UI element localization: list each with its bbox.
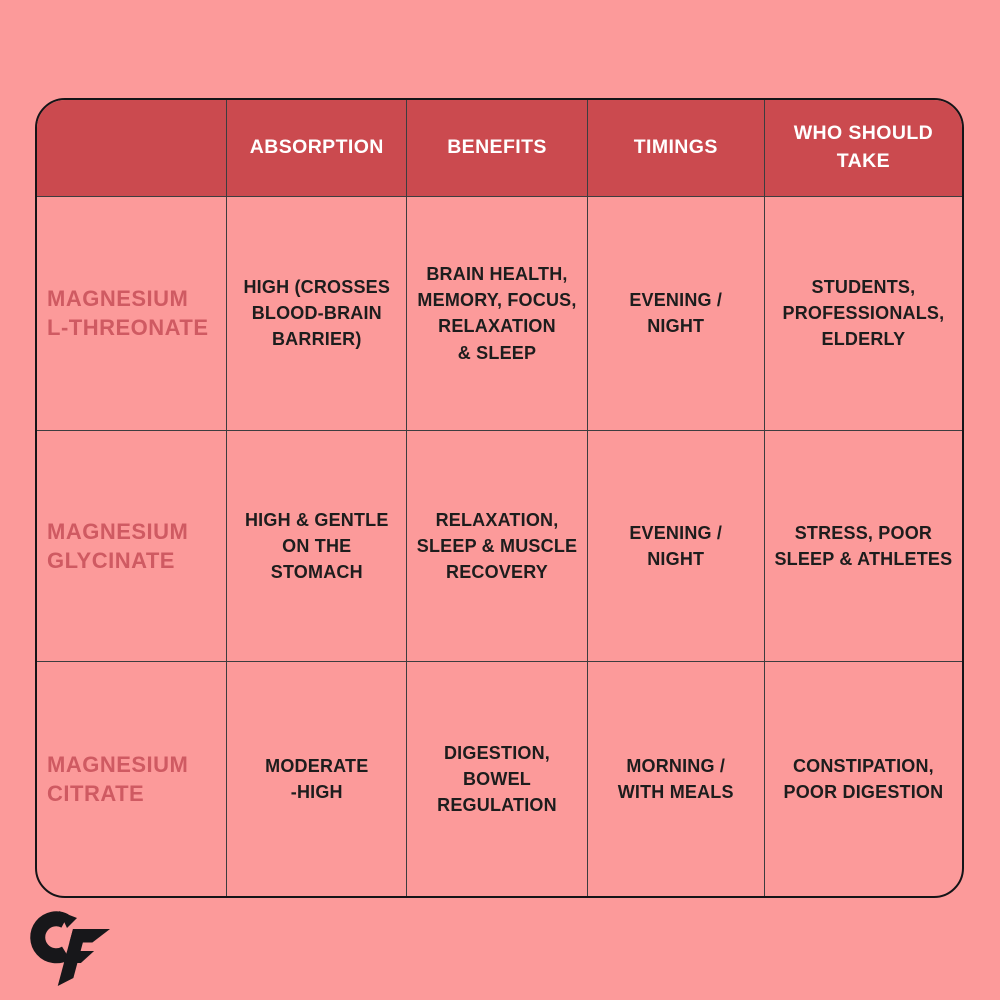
cell-glycinate-timings: EVENING / NIGHT [586, 430, 764, 662]
cell-citrate-absorption: MODERATE -HIGH [226, 661, 407, 896]
cell-l-threonate-timings: EVENING / NIGHT [586, 195, 764, 431]
row-label-l-threonate: MAGNESIUM L-THREONATE [37, 195, 227, 431]
row-label-citrate: MAGNESIUM CITRATE [37, 661, 227, 896]
cf-logo-icon [30, 911, 110, 986]
header-cell-who-should-take: WHO SHOULD TAKE [763, 100, 962, 196]
header-cell-empty [37, 100, 227, 196]
header-cell-benefits: BENEFITS [406, 100, 587, 196]
cell-citrate-benefits: DIGESTION, BOWEL REGULATION [406, 661, 587, 896]
cell-glycinate-benefits: RELAXATION, SLEEP & MUSCLE RECOVERY [406, 430, 587, 662]
header-cell-timings: TIMINGS [586, 100, 764, 196]
cell-citrate-who: CONSTIPATION, POOR DIGESTION [763, 661, 962, 896]
cell-l-threonate-absorption: HIGH (CROSSES BLOOD-BRAIN BARRIER) [226, 195, 407, 431]
row-label-glycinate: MAGNESIUM GLYCINATE [37, 430, 227, 661]
header-cell-absorption: ABSORPTION [226, 100, 407, 196]
cell-l-threonate-benefits: BRAIN HEALTH, MEMORY, FOCUS, RELAXATION … [406, 195, 587, 431]
cell-glycinate-who: STRESS, POOR SLEEP & ATHLETES [763, 430, 962, 662]
cell-glycinate-absorption: HIGH & GENTLE ON THE STOMACH [226, 430, 407, 662]
cell-l-threonate-who: STUDENTS, PROFESSIONALS, ELDERLY [763, 195, 962, 431]
magnesium-comparison-table: ABSORPTION BENEFITS TIMINGS WHO SHOULD T… [35, 98, 964, 898]
cell-citrate-timings: MORNING / WITH MEALS [586, 661, 764, 896]
